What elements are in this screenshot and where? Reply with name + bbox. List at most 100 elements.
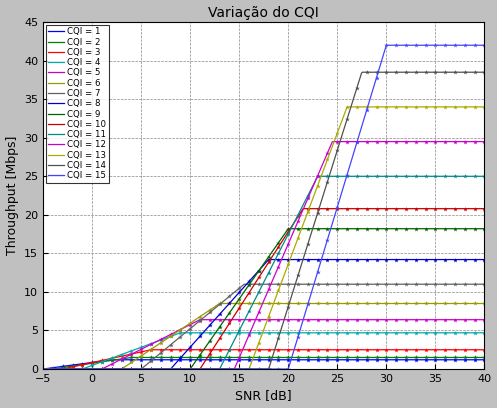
CQI = 2 [250, 355, 256, 360]
CQI = 6 [304, 301, 310, 306]
CQI = 11 [472, 174, 478, 179]
CQI = 12 [472, 139, 478, 144]
CQI = 8 [482, 257, 488, 262]
CQI = 14 [482, 70, 488, 75]
CQI = 9 [252, 273, 258, 278]
CQI = 8 [472, 257, 478, 262]
CQI = 4 [482, 330, 488, 335]
Line: CQI = 3: CQI = 3 [43, 350, 485, 369]
CQI = 11 [279, 244, 285, 249]
CQI = 14 [279, 324, 285, 329]
CQI = 6 [250, 301, 256, 306]
CQI = 15 [252, 366, 258, 371]
Line: CQI = 8: CQI = 8 [43, 259, 485, 369]
CQI = 7 [242, 282, 248, 287]
CQI = 3 [304, 347, 310, 352]
CQI = 7 [280, 282, 286, 287]
CQI = 11 [303, 197, 309, 202]
CQI = 1 [253, 357, 259, 362]
CQI = 14 [303, 248, 309, 253]
CQI = 11 [252, 296, 258, 301]
CQI = 15 [40, 366, 46, 371]
CQI = 14 [403, 70, 409, 75]
CQI = 4 [472, 330, 478, 335]
CQI = 6 [472, 301, 478, 306]
CQI = 10 [403, 206, 409, 211]
CQI = 11 [315, 174, 321, 179]
CQI = 4 [280, 330, 286, 335]
CQI = 8 [304, 257, 310, 262]
CQI = 11 [40, 366, 46, 371]
CQI = 4 [40, 366, 46, 371]
CQI = 5 [482, 317, 488, 322]
CQI = 2 [40, 366, 46, 371]
CQI = 15 [303, 309, 309, 314]
CQI = 5 [304, 317, 310, 322]
CQI = 4 [304, 330, 310, 335]
Line: CQI = 4: CQI = 4 [43, 333, 485, 369]
CQI = 3 [482, 347, 488, 352]
CQI = 3 [403, 347, 409, 352]
CQI = 13 [472, 104, 478, 109]
X-axis label: SNR [dB]: SNR [dB] [236, 390, 292, 402]
CQI = 13 [303, 215, 309, 220]
CQI = 3 [250, 347, 256, 352]
CQI = 10 [249, 284, 255, 289]
CQI = 6 [280, 301, 286, 306]
CQI = 14 [359, 70, 365, 75]
CQI = 7 [472, 282, 478, 287]
Line: CQI = 13: CQI = 13 [43, 107, 485, 369]
CQI = 9 [472, 226, 478, 231]
CQI = 2 [280, 355, 286, 360]
CQI = 15 [472, 43, 478, 48]
CQI = 3 [253, 347, 259, 352]
CQI = 6 [217, 301, 223, 306]
CQI = 8 [252, 272, 258, 277]
CQI = 15 [384, 43, 390, 48]
CQI = 8 [249, 275, 255, 280]
Line: CQI = 15: CQI = 15 [43, 45, 485, 369]
CQI = 3 [148, 347, 154, 352]
CQI = 13 [40, 366, 46, 371]
CQI = 11 [249, 302, 255, 306]
CQI = 1 [482, 357, 488, 362]
CQI = 1 [40, 366, 46, 371]
CQI = 3 [280, 347, 286, 352]
CQI = 7 [250, 282, 256, 287]
CQI = 4 [250, 330, 256, 335]
CQI = 2 [304, 355, 310, 360]
CQI = 1 [472, 357, 478, 362]
CQI = 14 [252, 366, 258, 371]
Line: CQI = 9: CQI = 9 [43, 229, 485, 369]
CQI = 5 [250, 317, 256, 322]
CQI = 8 [280, 257, 286, 262]
Line: CQI = 14: CQI = 14 [43, 72, 485, 369]
CQI = 13 [252, 350, 258, 355]
CQI = 5 [40, 366, 46, 371]
CQI = 11 [403, 174, 409, 179]
CQI = 5 [403, 317, 409, 322]
Line: CQI = 12: CQI = 12 [43, 142, 485, 369]
Line: CQI = 1: CQI = 1 [43, 360, 485, 369]
CQI = 5 [253, 317, 259, 322]
CQI = 15 [279, 366, 285, 371]
CQI = 6 [40, 366, 46, 371]
Line: CQI = 6: CQI = 6 [43, 304, 485, 369]
CQI = 9 [279, 235, 285, 240]
CQI = 13 [279, 279, 285, 284]
CQI = 2 [129, 355, 135, 360]
CQI = 5 [280, 317, 286, 322]
CQI = 14 [249, 366, 255, 371]
CQI = 9 [482, 226, 488, 231]
CQI = 7 [482, 282, 488, 287]
CQI = 15 [249, 366, 255, 371]
CQI = 12 [303, 201, 309, 206]
Line: CQI = 2: CQI = 2 [43, 357, 485, 369]
CQI = 13 [249, 357, 255, 362]
CQI = 8 [266, 257, 272, 262]
CQI = 9 [286, 226, 292, 231]
CQI = 2 [482, 355, 488, 360]
CQI = 10 [279, 239, 285, 244]
CQI = 11 [482, 174, 488, 179]
CQI = 10 [300, 206, 306, 211]
